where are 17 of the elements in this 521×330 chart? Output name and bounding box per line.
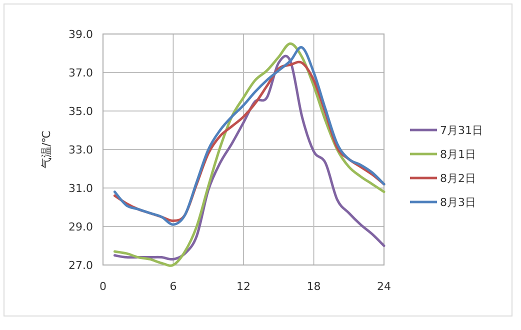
y-tick-label: 37.0 [68, 66, 93, 80]
x-tick-label: 6 [170, 280, 177, 293]
x-tick-label: 12 [236, 280, 250, 293]
legend-label: 8月3日 [440, 196, 476, 209]
y-axis-title: 气温/℃ [40, 130, 53, 169]
x-tick-label: 0 [100, 280, 106, 293]
y-tick-label: 35.0 [68, 105, 93, 118]
y-tick-label: 39.0 [68, 28, 93, 41]
legend-label: 8月2日 [440, 172, 476, 185]
legend-label: 8月1日 [440, 148, 476, 161]
y-tick-label: 27.0 [68, 259, 93, 272]
x-tick-label: 24 [377, 280, 391, 293]
y-tick-label: 33.0 [68, 144, 93, 156]
y-tick-label: 29.0 [68, 220, 93, 234]
x-tick-label: 18 [306, 280, 321, 293]
y-tick-label: 31.0 [68, 182, 93, 195]
legend-label: 7月31日 [440, 124, 483, 137]
